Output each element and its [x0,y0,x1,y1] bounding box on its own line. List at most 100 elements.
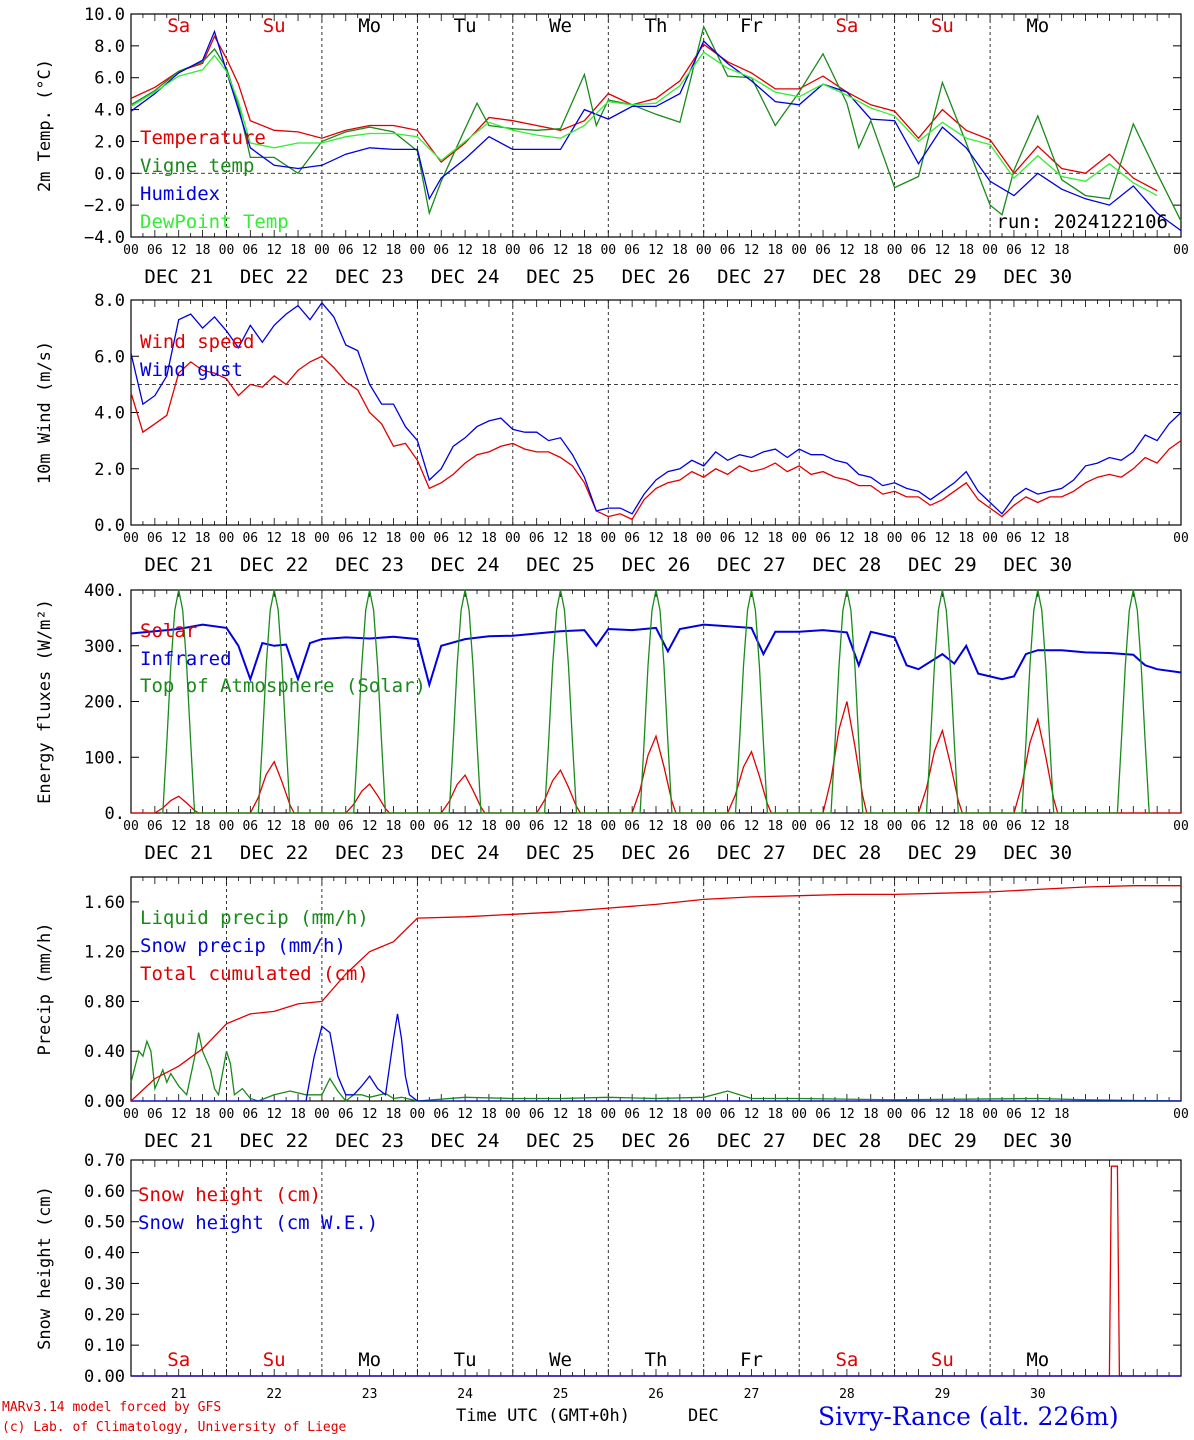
hour-tick-label: 18 [767,819,783,834]
hour-tick-label: 06 [147,819,163,834]
hour-tick-label: 12 [1030,243,1046,258]
hour-tick-label: 06 [242,243,258,258]
hour-tick-label: 18 [672,243,688,258]
y-tick-label: 4.0 [94,101,125,121]
hour-tick-label: 00 [410,243,426,258]
date-label: DEC 29 [908,266,977,288]
hour-tick-label: 18 [577,1107,593,1122]
y-tick-label: −2.0 [84,196,125,216]
hour-tick-label: 06 [433,243,449,258]
y-tick-label: 0.60 [84,1182,125,1202]
hour-tick-label: 00 [696,819,712,834]
hour-tick-label: 06 [147,243,163,258]
hour-tick-label: 00 [314,531,330,546]
hour-tick-label: 06 [338,531,354,546]
legend-entry: Wind gust [140,359,243,381]
day-name-bottom: Mo [358,1349,381,1371]
chart-panel-3: 0. 100. 200. 300. 400. Energy fluxes (W/m²) So… [35,581,1189,864]
hour-tick-label: 00 [887,243,903,258]
chart-panel-1: −4.0 −2.0 0.0 2.0 4.0 6.0 8.0 10.0 2m Temp. (°C)… [35,5,1189,288]
series-line-humidex [130,29,1182,232]
legend-entry: Humidex [140,183,220,205]
legend-entry: Snow height (cm) [138,1184,321,1206]
legend-entry: Vigne temp [140,155,254,177]
day-number: 22 [266,1387,282,1402]
hour-tick-label: 06 [624,531,640,546]
y-tick-label: 0.50 [84,1213,125,1233]
hour-tick-label: 12 [744,243,760,258]
hour-tick-label: 06 [720,531,736,546]
day-name-top: Mo [1026,15,1049,37]
hour-tick-label: 00 [123,1107,139,1122]
hour-tick-label: 00 [505,1107,521,1122]
hour-tick-label: 12 [935,531,951,546]
hour-tick-label: 00 [791,819,807,834]
day-number: 23 [362,1387,378,1402]
series-line-top-of-atmosphere-solar- [160,589,1152,814]
hour-tick-label: 06 [911,531,927,546]
hour-tick-label: 18 [863,243,879,258]
hour-tick-label: 18 [1054,1107,1070,1122]
hour-tick-label: 18 [1054,243,1070,258]
hour-tick-label: 06 [529,1107,545,1122]
hour-tick-label: 12 [362,819,378,834]
hour-tick-label: 06 [720,819,736,834]
hour-tick-label: 00 [219,531,235,546]
date-label: DEC 24 [431,1130,500,1152]
hour-tick-label: 06 [815,243,831,258]
hour-tick-label: 06 [911,243,927,258]
plot-frame [130,13,1182,238]
y-tick-label: 0.0 [94,516,125,536]
y-tick-label: 0.20 [84,1305,125,1325]
day-number: 25 [553,1387,569,1402]
hour-tick-label: 12 [457,1107,473,1122]
x-axis-month: DEC [688,1406,719,1426]
hour-tick-label: 12 [171,819,187,834]
hour-tick-label: 12 [553,243,569,258]
day-name-bottom: Fr [740,1349,763,1371]
hour-tick-label: 06 [1006,819,1022,834]
x-axis-label: Time UTC (GMT+0h) [456,1406,630,1426]
y-tick-label: 0.0 [94,164,125,184]
hour-tick-label: 18 [386,531,402,546]
hour-tick-label: 18 [195,1107,211,1122]
day-name-top: We [549,15,572,37]
y-tick-label: 200. [84,693,125,713]
hour-tick-label: 18 [767,531,783,546]
hour-tick-label: 18 [958,1107,974,1122]
hour-tick-label: 12 [935,243,951,258]
y-tick-label: 4.0 [94,404,125,424]
day-name-bottom: Sa [167,1349,190,1371]
hour-tick-label: 06 [338,243,354,258]
hour-tick-label: 12 [648,819,664,834]
date-label: DEC 22 [240,554,309,576]
day-name-top: Fr [740,15,763,37]
series-line-wind-speed [130,355,1182,521]
hour-tick-label: 06 [338,1107,354,1122]
hour-tick-label: 00 [410,819,426,834]
hour-tick-label: 06 [338,819,354,834]
hour-tick-label: 12 [839,531,855,546]
y-axis-title: Precip (mm/h) [35,922,55,1055]
hour-tick-label: 12 [744,1107,760,1122]
hour-tick-label: 12 [171,1107,187,1122]
y-tick-label: 0.00 [84,1367,125,1387]
series-line-wind-gust [130,301,1182,515]
hour-tick-label: 06 [433,1107,449,1122]
hour-tick-label: 18 [386,243,402,258]
series-line-dewpoint-temp [130,51,1158,197]
hour-tick-label: 12 [553,819,569,834]
hour-tick-label: 18 [1054,819,1070,834]
day-name-top: Th [645,15,668,37]
hour-tick-label: 00 [505,243,521,258]
hour-tick-label: 12 [362,1107,378,1122]
hour-tick-label: 18 [290,819,306,834]
series-line-liquid-precip-mm-h- [130,1032,1182,1102]
day-number: 29 [935,1387,951,1402]
hour-tick-label: 00 [791,243,807,258]
hour-tick-label: 06 [1006,1107,1022,1122]
y-tick-label: 10.0 [84,5,125,25]
hour-tick-label: 18 [672,819,688,834]
hour-tick-label: 00 [219,1107,235,1122]
day-name-bottom: Tu [454,1349,477,1371]
